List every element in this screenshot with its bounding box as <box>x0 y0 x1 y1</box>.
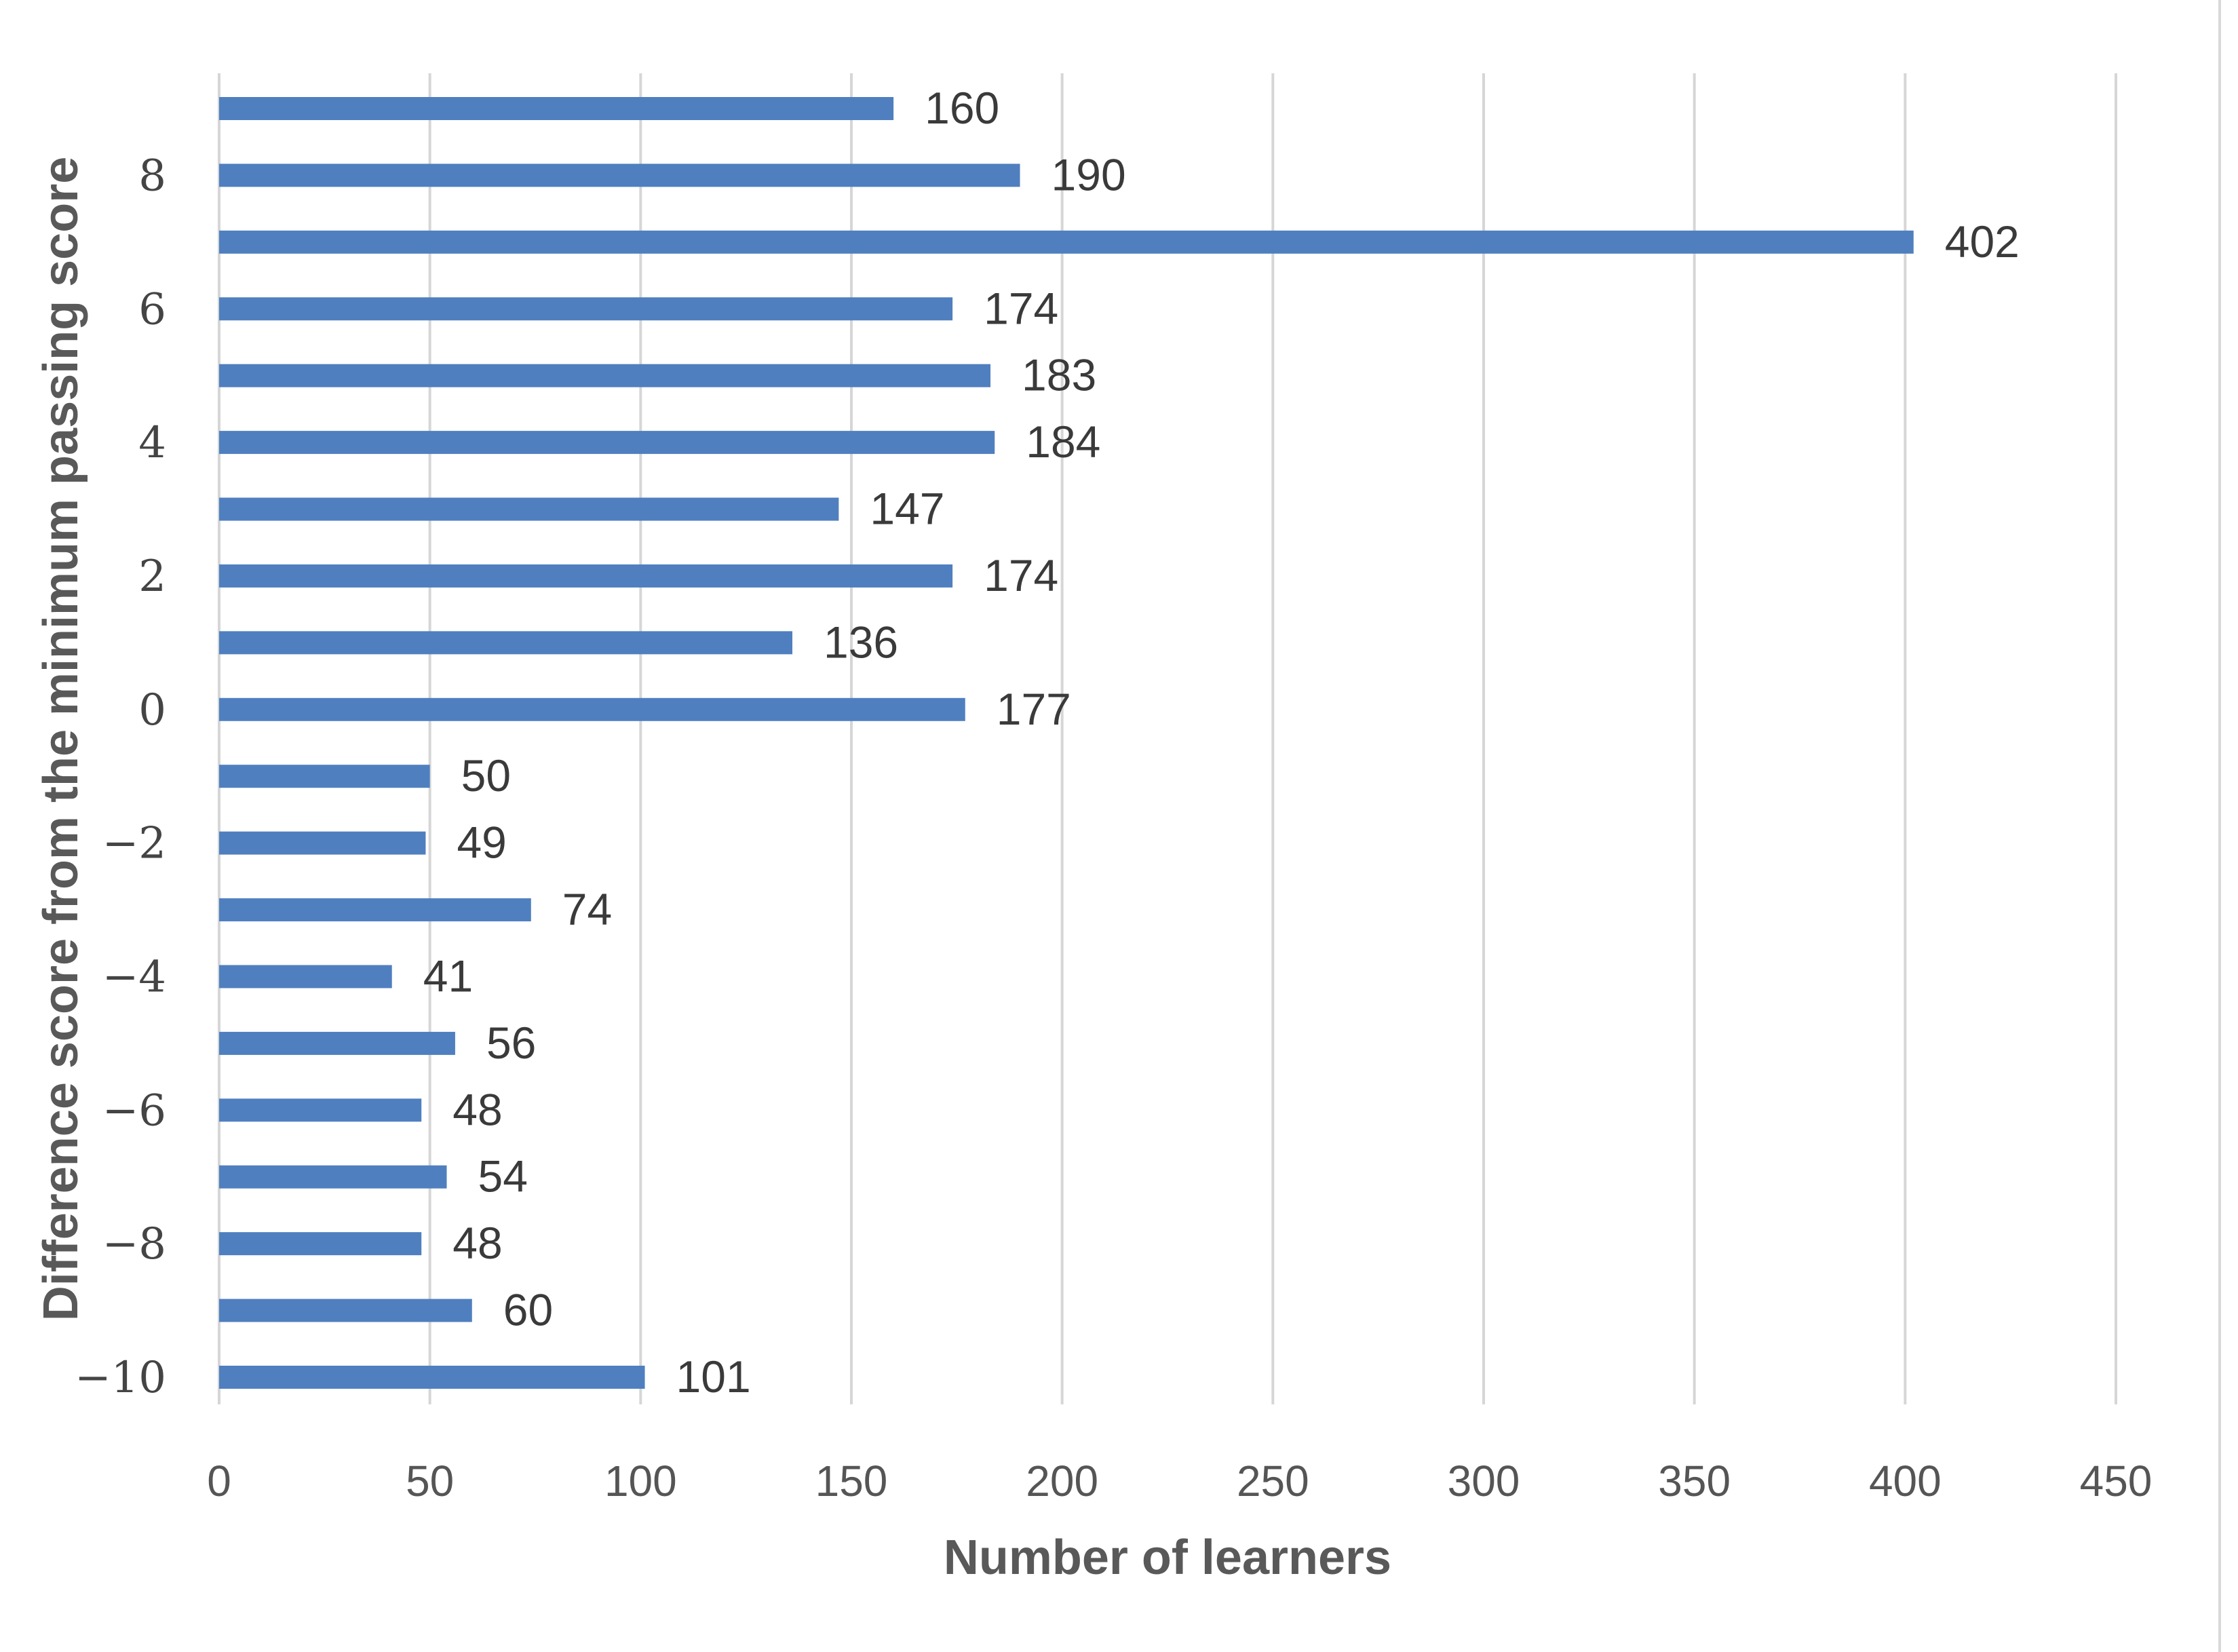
bar--3 <box>219 898 531 922</box>
x-tick-label-100: 100 <box>604 1457 677 1505</box>
bar--6 <box>219 1098 422 1122</box>
data-label-9: 160 <box>925 83 999 133</box>
y-tick-label-0: 0 <box>138 685 166 735</box>
bar-7 <box>219 230 1914 254</box>
bar--5 <box>219 1031 455 1055</box>
y-tick-labels: −10 −8 −6 −4 −2 0 2 4 6 8 <box>75 151 166 1403</box>
x-tick-label-450: 450 <box>2080 1457 2153 1505</box>
data-label-8: 190 <box>1052 149 1126 199</box>
x-tick-label-50: 50 <box>406 1457 454 1505</box>
bar-4 <box>219 431 995 455</box>
data-label--4: 41 <box>423 950 473 1001</box>
bar-0 <box>219 697 965 721</box>
x-tick-label-350: 350 <box>1658 1457 1731 1505</box>
data-label--5: 56 <box>486 1018 536 1068</box>
y-tick-label--6: −6 <box>102 1086 166 1136</box>
y-tick-label--4: −4 <box>102 952 166 1002</box>
bar--9 <box>219 1299 472 1322</box>
x-tick-label-150: 150 <box>815 1457 888 1505</box>
y-tick-label--2: −2 <box>102 819 166 869</box>
x-tick-label-0: 0 <box>207 1457 231 1505</box>
x-axis-title: Number of learners <box>944 1531 1391 1585</box>
y-tick-label--8: −8 <box>102 1219 166 1269</box>
data-label-7: 402 <box>1945 216 2020 267</box>
data-label--3: 74 <box>562 884 612 934</box>
bar--4 <box>219 965 392 988</box>
gridlines <box>218 73 2117 1404</box>
data-label--10: 101 <box>676 1351 751 1402</box>
data-label--1: 50 <box>461 750 511 801</box>
bar-8 <box>219 164 1020 187</box>
data-label-5: 183 <box>1022 350 1096 400</box>
x-tick-label-300: 300 <box>1448 1457 1520 1505</box>
x-tick-label-250: 250 <box>1237 1457 1309 1505</box>
data-label-2: 174 <box>984 550 1058 600</box>
y-tick-label-4: 4 <box>138 418 166 468</box>
y-tick-label-2: 2 <box>138 552 166 602</box>
y-tick-label-8: 8 <box>138 151 166 201</box>
bar-2 <box>219 564 953 588</box>
bar--8 <box>219 1232 422 1256</box>
data-label-0: 177 <box>997 684 1071 734</box>
bar--1 <box>219 765 430 788</box>
x-tick-label-400: 400 <box>1869 1457 1942 1505</box>
bar-5 <box>219 364 991 387</box>
bar--7 <box>219 1165 447 1189</box>
data-label--9: 60 <box>503 1285 553 1335</box>
data-label-4: 184 <box>1026 417 1100 467</box>
y-tick-label-6: 6 <box>138 284 166 334</box>
data-label-1: 136 <box>824 617 898 667</box>
data-label--7: 54 <box>478 1151 528 1202</box>
y-axis-title: Difference score from the minimum passin… <box>34 157 88 1322</box>
bar-9 <box>219 97 894 120</box>
data-label-6: 174 <box>984 283 1058 333</box>
y-tick-label--10: −10 <box>75 1353 166 1403</box>
data-labels: 1016048544856417449501771361741471841831… <box>423 83 2020 1402</box>
bars <box>219 97 1914 1389</box>
data-label--2: 49 <box>457 818 506 868</box>
bar--10 <box>219 1366 645 1389</box>
x-tick-label-200: 200 <box>1026 1457 1098 1505</box>
bar-6 <box>219 297 953 321</box>
bar-1 <box>219 631 793 655</box>
data-label--6: 48 <box>452 1084 502 1134</box>
data-label--8: 48 <box>452 1218 502 1268</box>
x-tick-labels: 0 50 100 150 200 250 300 350 400 450 <box>207 1457 2152 1505</box>
bar--2 <box>219 831 426 855</box>
data-label-3: 147 <box>870 484 944 534</box>
bar-3 <box>219 497 839 521</box>
